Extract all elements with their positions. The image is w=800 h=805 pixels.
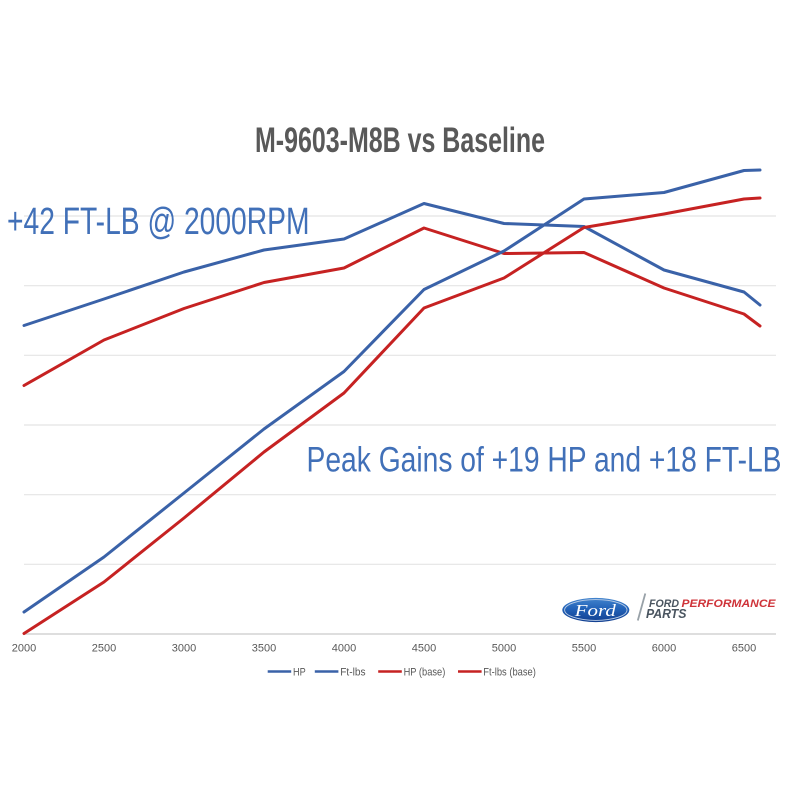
- svg-text:6500: 6500: [732, 643, 756, 655]
- svg-text:HP: HP: [293, 667, 306, 679]
- svg-text:PERFORMANCE: PERFORMANCE: [682, 598, 777, 610]
- svg-text:4000: 4000: [332, 643, 356, 655]
- svg-text:5500: 5500: [572, 643, 596, 655]
- svg-text:2000: 2000: [12, 643, 36, 655]
- svg-text:HP (base): HP (base): [404, 667, 446, 679]
- svg-text:PARTS: PARTS: [646, 606, 687, 621]
- svg-text:FORD: FORD: [649, 598, 679, 610]
- svg-text:6000: 6000: [652, 643, 676, 655]
- svg-text:3500: 3500: [252, 643, 276, 655]
- svg-text:Peak Gains of +19 HP and +18 F: Peak Gains of +19 HP and +18 FT-LB: [307, 440, 782, 480]
- svg-text:3000: 3000: [172, 643, 196, 655]
- svg-text:4500: 4500: [412, 643, 436, 655]
- svg-text:Ft-lbs: Ft-lbs: [340, 667, 366, 679]
- svg-text:Ford: Ford: [574, 601, 617, 620]
- svg-text:Ft-lbs (base): Ft-lbs (base): [483, 667, 536, 679]
- svg-text:+42 FT-LB @ 2000RPM: +42 FT-LB @ 2000RPM: [7, 201, 310, 243]
- svg-text:5000: 5000: [492, 643, 516, 655]
- svg-text:2500: 2500: [92, 643, 116, 655]
- svg-text:M-9603-M8B vs Baseline: M-9603-M8B vs Baseline: [255, 121, 545, 160]
